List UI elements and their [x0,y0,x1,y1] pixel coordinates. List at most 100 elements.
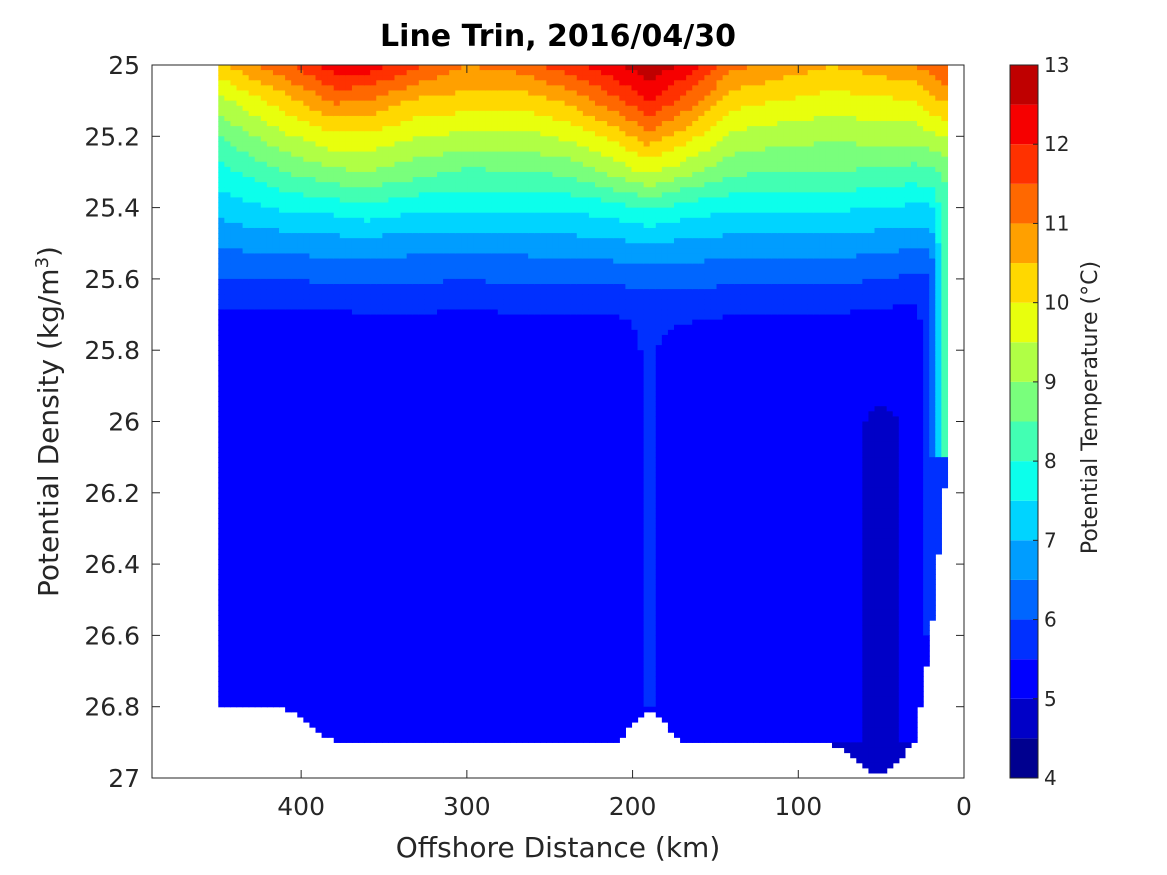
contour-cell [279,95,286,102]
contour-cell [382,528,390,535]
contour-cell [364,233,371,239]
contour-cell [443,202,450,209]
contour-cell [412,497,420,504]
contour-cell [339,446,347,453]
contour-cell [333,701,341,708]
contour-cell [339,462,347,468]
contour-cell [279,166,286,173]
contour-cell [260,665,268,672]
contour-cell [382,727,390,733]
contour-cell [272,227,280,234]
contour-cell [291,508,298,514]
contour-cell [418,273,426,280]
contour-cell [266,314,274,321]
contour-cell [242,75,250,81]
contour-cell [279,319,286,326]
contour-cell [400,304,408,311]
contour-cell [364,85,371,92]
contour-cell [309,304,317,311]
contour-cell [272,365,280,372]
contour-cell [412,569,420,575]
contour-cell [424,258,432,265]
contour-cell [449,177,456,183]
contour-cell [327,665,335,672]
contour-cell [333,452,341,458]
contour-cell [443,309,450,316]
contour-cell [443,472,450,479]
contour-cell [364,416,371,423]
contour-cell [285,564,292,570]
contour-cell [430,380,438,387]
contour-cell [394,340,402,346]
contour-cell [266,589,274,596]
contour-cell [272,446,280,453]
contour-cell [424,655,432,662]
contour-cell [230,289,238,295]
contour-cell [327,609,335,616]
contour-cell [297,345,304,351]
contour-cell [394,477,402,484]
contour-cell [297,691,304,698]
contour-cell [333,548,341,555]
contour-cell [394,126,402,132]
contour-cell [418,569,426,575]
contour-cell [376,513,383,519]
contour-cell [315,584,323,591]
contour-cell [218,518,225,524]
contour-cell [406,126,414,132]
contour-cell [224,217,232,224]
contour-cell [285,655,292,662]
contour-cell [351,151,359,158]
contour-cell [297,192,304,199]
contour-cell [388,589,396,596]
contour-cell [254,630,262,636]
contour-cell [218,90,225,97]
contour-cell [248,334,256,341]
contour-cell [309,477,317,484]
contour-cell [364,523,371,530]
contour-cell [394,640,402,647]
contour-cell [248,126,256,132]
contour-cell [443,411,450,417]
contour-cell [224,314,232,321]
contour-cell [339,660,347,667]
contour-cell [400,294,408,300]
contour-cell [376,421,383,428]
contour-cell [236,192,244,199]
contour-cell [412,70,420,76]
contour-cell [443,737,450,743]
contour-cell [248,579,256,586]
contour-cell [382,375,390,382]
contour-cell [327,217,335,224]
contour-cell [303,253,311,260]
contour-cell [437,441,444,448]
contour-cell [382,574,390,580]
contour-cell [406,217,414,224]
contour-cell [443,497,450,504]
contour-cell [218,365,225,372]
contour-cell [315,273,323,280]
contour-cell [358,375,365,382]
contour-cell [315,665,323,672]
contour-cell [406,553,414,560]
contour-cell [376,630,383,636]
contour-cell [272,462,280,468]
contour-cell [364,579,371,586]
contour-cell [339,497,347,504]
contour-cell [394,589,402,596]
contour-cell [254,436,262,443]
contour-cell [333,273,341,280]
contour-cell [242,390,250,397]
contour-cell [291,523,298,530]
contour-cell [412,635,420,642]
contour-cell [333,691,341,698]
contour-cell [236,309,244,316]
contour-cell [230,676,238,682]
contour-cell [303,355,311,361]
contour-cell [315,711,323,718]
contour-cell [266,222,274,229]
contour-cell [321,355,329,361]
contour-cell [388,248,396,255]
contour-cell [430,212,438,219]
contour-cell [351,655,359,662]
